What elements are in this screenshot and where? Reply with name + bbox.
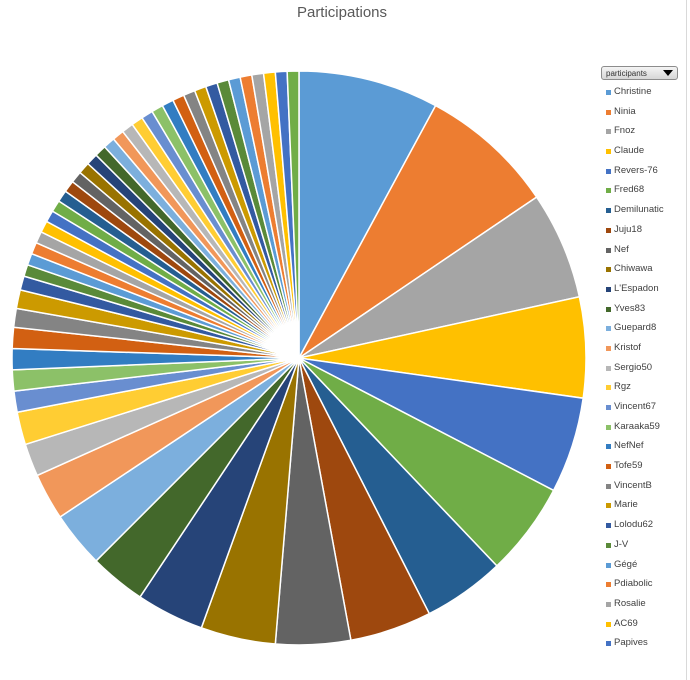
legend-swatch [606, 208, 611, 214]
legend-label: NefNef [614, 440, 644, 452]
legend-swatch [606, 385, 611, 391]
legend-label: Gégé [614, 558, 638, 570]
legend-item[interactable]: Marie [604, 497, 686, 517]
legend-swatch [606, 188, 611, 194]
legend-swatch [606, 641, 611, 647]
dropdown-arrow-icon [663, 70, 673, 76]
legend-label: Rosalie [614, 597, 646, 609]
legend-item[interactable]: Gégé [604, 557, 686, 577]
legend-item[interactable]: L'Espadon [604, 281, 686, 301]
legend-item[interactable]: Karaaka59 [604, 419, 686, 439]
legend-label: Nef [614, 243, 629, 255]
legend-item[interactable]: Pdiabolic [604, 576, 686, 596]
legend-swatch [606, 90, 611, 95]
pie-slice[interactable] [286, 70, 300, 359]
legend-swatch [606, 542, 611, 548]
legend-item[interactable]: Ninia [604, 104, 686, 124]
legend-label: Chiwawa [614, 263, 653, 275]
legend-label: Juju18 [614, 223, 642, 235]
legend-item[interactable]: Fnoz [604, 123, 686, 143]
legend-swatch [606, 464, 611, 470]
legend-swatch [606, 562, 611, 568]
legend-swatch [606, 365, 611, 371]
legend-item[interactable]: J-V [604, 537, 686, 557]
legend-item[interactable]: Tofe59 [604, 458, 686, 478]
legend-item[interactable]: Revers-76 [604, 163, 686, 183]
legend-swatch [606, 168, 611, 174]
legend-label: Fnoz [614, 125, 636, 137]
legend-item[interactable]: Demilunatic [604, 202, 686, 222]
pie-slice[interactable] [298, 70, 437, 359]
legend-item[interactable]: Christine [604, 84, 686, 104]
legend-label: Tofe59 [614, 460, 643, 472]
legend-item[interactable]: Rgz [604, 379, 686, 399]
legend-swatch [606, 129, 611, 135]
legend-swatch [606, 286, 611, 292]
legend-label: Revers-76 [614, 164, 658, 176]
legend-label: AC69 [614, 617, 638, 629]
legend-label: Marie [614, 499, 638, 511]
legend-swatch [606, 227, 611, 233]
legend-item[interactable]: Papives [604, 635, 686, 655]
legend-swatch [606, 326, 611, 332]
legend-item[interactable]: Rosalie [604, 596, 686, 616]
legend-swatch [606, 601, 611, 607]
legend-label: Ninia [614, 105, 636, 117]
legend-item[interactable]: Nef [604, 242, 686, 262]
legend-label: L'Espadon [614, 282, 659, 294]
legend-swatch [606, 582, 611, 588]
legend-item[interactable]: Vincent67 [604, 399, 686, 419]
legend-label: Vincent67 [614, 401, 657, 412]
legend-swatch [606, 149, 611, 155]
legend-item[interactable]: Fred68 [604, 182, 686, 202]
legend-label: Karaaka59 [614, 420, 660, 432]
legend-label: Sergio50 [614, 361, 653, 373]
legend-label: Fred68 [614, 184, 645, 196]
legend-label: Kristof [614, 341, 641, 353]
legend-swatch [606, 306, 611, 312]
legend-item[interactable]: Claude [604, 143, 686, 163]
legend-item[interactable]: Guepard8 [604, 320, 686, 340]
legend-swatch [606, 109, 611, 115]
legend-swatch [606, 503, 611, 509]
legend-label: Christine [614, 86, 652, 97]
legend-item[interactable]: Kristof [604, 340, 686, 360]
filter-button-label: participants [606, 69, 647, 78]
participants-filter-button[interactable]: participants [601, 66, 678, 80]
legend-item[interactable]: Sergio50 [604, 360, 686, 380]
legend-swatch [606, 483, 611, 489]
legend-label: Guepard8 [614, 322, 657, 334]
legend-swatch [606, 444, 611, 450]
legend-label: J-V [614, 538, 629, 550]
chart-legend: Christine Ninia Fnoz Claude Revers-76 Fred68 D… [604, 84, 686, 655]
legend-label: Papives [614, 637, 648, 649]
legend-label: Rgz [614, 381, 631, 393]
legend-swatch [606, 247, 611, 253]
legend-label: Lolodu62 [614, 519, 654, 531]
legend-item[interactable]: Yves83 [604, 301, 686, 321]
legend-swatch [606, 267, 611, 273]
legend-label: Claude [614, 145, 645, 157]
chart-area-edge [686, 0, 687, 680]
legend-item[interactable]: Lolodu62 [604, 517, 686, 537]
legend-label: Yves83 [614, 302, 646, 314]
legend-item[interactable]: Chiwawa [604, 261, 686, 281]
legend-label: VincentB [614, 479, 652, 491]
pie-slice[interactable] [298, 104, 538, 359]
legend-swatch [606, 424, 611, 430]
legend-item[interactable]: NefNef [604, 438, 686, 458]
legend-item[interactable]: AC69 [604, 616, 686, 636]
legend-swatch [606, 523, 611, 529]
legend-swatch [606, 621, 611, 627]
legend-label: Pdiabolic [614, 578, 653, 590]
legend-swatch [606, 345, 611, 351]
legend-swatch [606, 405, 611, 410]
chart-title: Participations [296, 4, 388, 21]
legend-item[interactable]: VincentB [604, 478, 686, 498]
legend-label: Demilunatic [614, 204, 664, 216]
legend-item[interactable]: Juju18 [604, 222, 686, 242]
